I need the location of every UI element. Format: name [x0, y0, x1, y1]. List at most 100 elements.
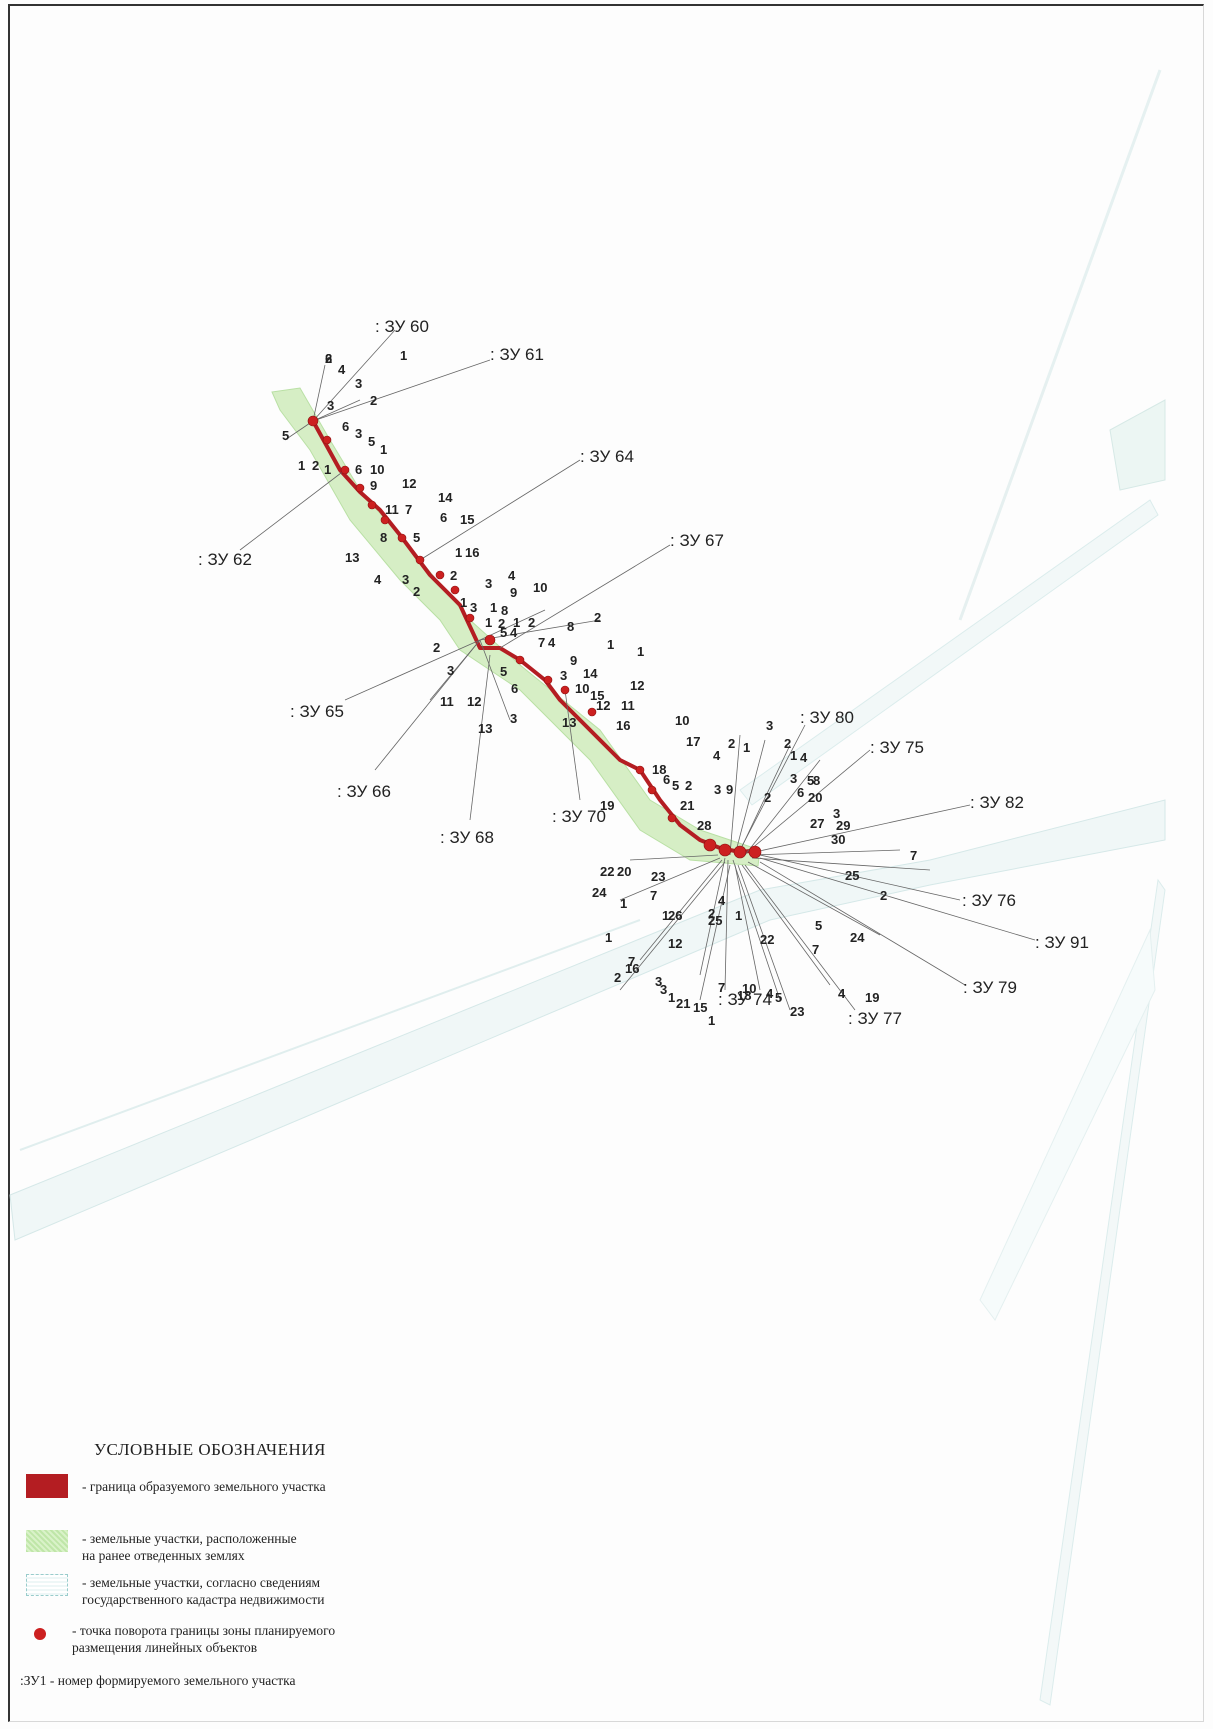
- turning-point: [733, 845, 747, 859]
- point-number-label: 2: [594, 610, 601, 625]
- point-number-label: 3: [655, 974, 662, 989]
- point-number-label: 30: [831, 832, 845, 847]
- point-number-label: 5: [775, 990, 782, 1005]
- point-number-label: 2: [450, 568, 457, 583]
- point-number-label: 18: [652, 762, 666, 777]
- point-number-label: 12: [402, 476, 416, 491]
- legend-text-turning-point: - точка поворота границы зоны планируемо…: [72, 1623, 336, 1655]
- point-number-label: 12: [467, 694, 481, 709]
- turning-points: [307, 415, 762, 859]
- point-number-label: 11: [440, 694, 454, 709]
- point-number-label: 28: [697, 818, 711, 833]
- point-number-label: 8: [567, 619, 574, 634]
- zu-label-74: : ЗУ 74: [718, 990, 772, 1009]
- point-number-label: 1: [735, 908, 742, 923]
- zu-label-67: : ЗУ 67: [670, 531, 724, 550]
- point-number-label: 7: [405, 502, 412, 517]
- point-number-label: 3: [355, 426, 362, 441]
- point-number-label: 2: [685, 778, 692, 793]
- turning-point: [515, 655, 525, 665]
- legend-text-cadastre: - земельные участки, согласно сведениям …: [82, 1575, 325, 1607]
- point-number-label: 7: [628, 954, 635, 969]
- point-number-label: 4: [766, 986, 774, 1001]
- point-number-label: 9: [510, 585, 517, 600]
- point-number-label: 2: [325, 351, 332, 366]
- point-number-label: 1: [662, 908, 669, 923]
- point-number-label: 1: [455, 545, 462, 560]
- sheet-frame: [8, 4, 1204, 1722]
- point-number-label: 27: [810, 816, 824, 831]
- point-number-label: 3: [470, 600, 477, 615]
- zu-labels: : ЗУ 60 : ЗУ 61 : ЗУ 62 : ЗУ 64 : ЗУ 65 …: [198, 317, 1089, 1028]
- point-number-label: 4: [800, 750, 808, 765]
- point-number-label: 26: [668, 908, 682, 923]
- point-number-label: 20: [617, 864, 631, 879]
- point-number-label: 3: [355, 376, 362, 391]
- point-number-label: 2: [370, 393, 377, 408]
- point-number-label: 14: [438, 490, 453, 505]
- parcel-boundary-line: [311, 420, 761, 854]
- legend-text-zu-number: :ЗУ1 - номер формируемого земельного уча…: [20, 1673, 296, 1688]
- zu-label-76: : ЗУ 76: [962, 891, 1016, 910]
- point-number-label: 2: [433, 640, 440, 655]
- boundary-swatch: [26, 1474, 68, 1498]
- turning-point: [307, 415, 319, 427]
- cadastre-parcels-swatch: [26, 1574, 68, 1596]
- point-number-label: 22: [760, 932, 774, 947]
- point-number-label: 1: [668, 990, 675, 1005]
- point-number-label: 2: [784, 736, 791, 751]
- point-number-label: 3: [833, 806, 840, 821]
- point-number-label: 5: [500, 625, 507, 640]
- turning-point: [380, 515, 390, 525]
- point-number-label: 1: [743, 740, 750, 755]
- zu-label-68: : ЗУ 68: [440, 828, 494, 847]
- turning-point: [703, 838, 717, 852]
- zu-label-80: : ЗУ 80: [800, 708, 854, 727]
- point-number-label: 3: [714, 782, 721, 797]
- point-number-label: 3: [402, 572, 409, 587]
- turning-point: [560, 685, 570, 695]
- point-number-label: 6: [355, 462, 362, 477]
- point-number-label: 1: [637, 644, 644, 659]
- point-number-label: 15: [693, 1000, 707, 1015]
- turning-point: [367, 500, 377, 510]
- point-number-label: 21: [676, 996, 690, 1011]
- point-number-label: 1: [490, 600, 497, 615]
- point-number-label: 3: [447, 663, 454, 678]
- point-number-label: 18: [737, 988, 751, 1003]
- zu-label-60: : ЗУ 60: [375, 317, 429, 336]
- point-number-label: 4: [548, 635, 556, 650]
- point-number-label: 1: [708, 1013, 715, 1028]
- parcel-strip-diagonal: [9, 799, 1166, 1241]
- point-number-label: 6: [325, 351, 332, 366]
- point-number-label: 4: [374, 572, 382, 587]
- point-number-label: 9: [370, 478, 377, 493]
- parcel-thin-line: [958, 69, 1162, 621]
- point-number-label: 1: [620, 896, 627, 911]
- point-number-label: 9: [726, 782, 733, 797]
- parcel-road-right: [1039, 878, 1166, 1706]
- point-number-label: 5: [807, 773, 814, 788]
- point-number-label: 1: [400, 348, 407, 363]
- point-number-label: 4: [713, 748, 721, 763]
- legend-title: УСЛОВНЫЕ ОБОЗНАЧЕНИЯ: [94, 1440, 326, 1459]
- point-number-label: 6: [663, 772, 670, 787]
- parcel-field-right: [979, 928, 1156, 1321]
- parcel-lines-bottom: [19, 919, 641, 1151]
- point-number-label: 11: [621, 698, 635, 713]
- point-number-label: 19: [865, 990, 879, 1005]
- point-number-label: 10: [575, 681, 589, 696]
- zu-label-91: : ЗУ 91: [1035, 933, 1089, 952]
- point-number-label: 20: [808, 790, 822, 805]
- point-number-label: 2: [312, 458, 319, 473]
- point-number-label: 3: [560, 668, 567, 683]
- point-number-label: 5: [368, 434, 375, 449]
- turning-point: [718, 843, 732, 857]
- point-number-label: 11: [385, 502, 399, 517]
- turning-point: [647, 785, 657, 795]
- zu-label-75: : ЗУ 75: [870, 738, 924, 757]
- point-number-label: 1: [790, 748, 797, 763]
- point-number-label: 6: [797, 785, 804, 800]
- point-number-label: 1: [460, 595, 467, 610]
- point-number-label: 7: [812, 942, 819, 957]
